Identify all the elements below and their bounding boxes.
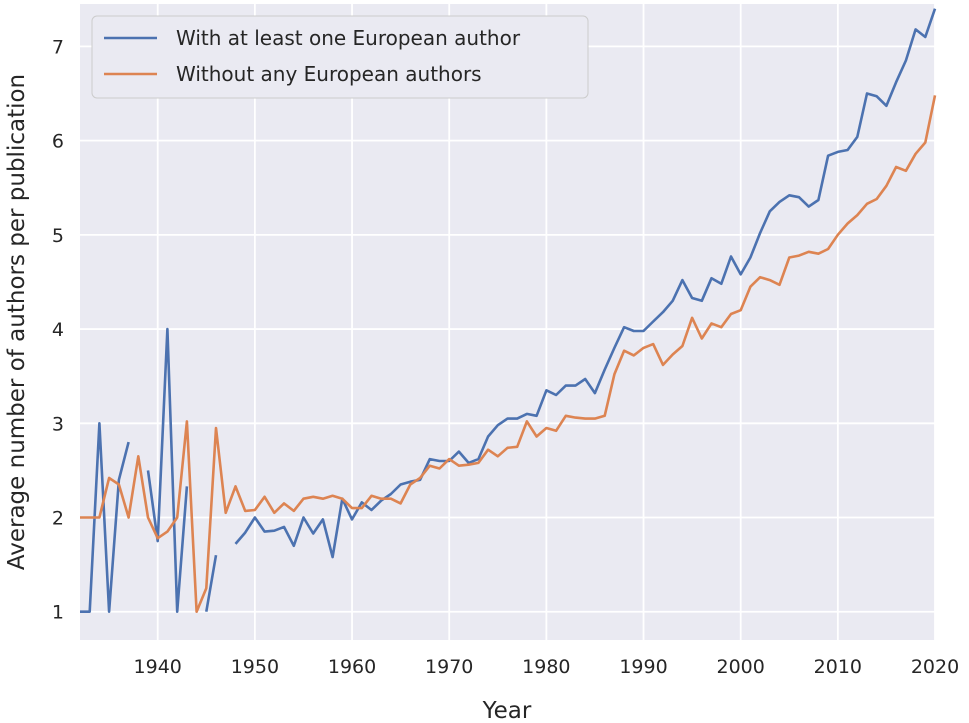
y-axis-title: Average number of authors per publicatio… [4, 74, 30, 570]
x-axis-title: Year [482, 698, 532, 723]
legend: With at least one European author Withou… [91, 15, 589, 99]
x-axis-ticks: 1940 1950 1960 1970 1980 1990 2000 2010 2020 [134, 656, 960, 678]
y-axis-ticks: 1 2 3 4 5 6 7 [52, 36, 64, 623]
series-line-1 [80, 95, 937, 613]
x-tick-label: 1990 [619, 656, 667, 678]
series-lines [80, 8, 937, 613]
y-tick-label: 5 [52, 225, 64, 247]
x-tick-label: 2010 [814, 656, 862, 678]
x-tick-label: 1970 [425, 656, 473, 678]
legend-box [91, 15, 589, 99]
y-tick-label: 3 [52, 413, 64, 435]
plot-area [80, 4, 935, 640]
x-tick-label: 2000 [717, 656, 765, 678]
series-line-0 [80, 8, 937, 613]
x-tick-label: 1940 [134, 656, 182, 678]
y-tick-label: 7 [52, 36, 64, 58]
x-tick-label: 1960 [328, 656, 376, 678]
y-tick-label: 2 [52, 508, 64, 530]
y-tick-label: 1 [52, 602, 64, 624]
grid-lines [80, 4, 936, 640]
legend-label-non-european: Without any European authors [176, 62, 482, 86]
y-tick-label: 4 [52, 319, 64, 341]
x-tick-label: 1950 [231, 656, 279, 678]
y-tick-label: 6 [52, 131, 64, 153]
x-tick-label: 2020 [911, 656, 959, 678]
legend-label-european: With at least one European author [176, 26, 521, 50]
x-tick-label: 1980 [522, 656, 570, 678]
